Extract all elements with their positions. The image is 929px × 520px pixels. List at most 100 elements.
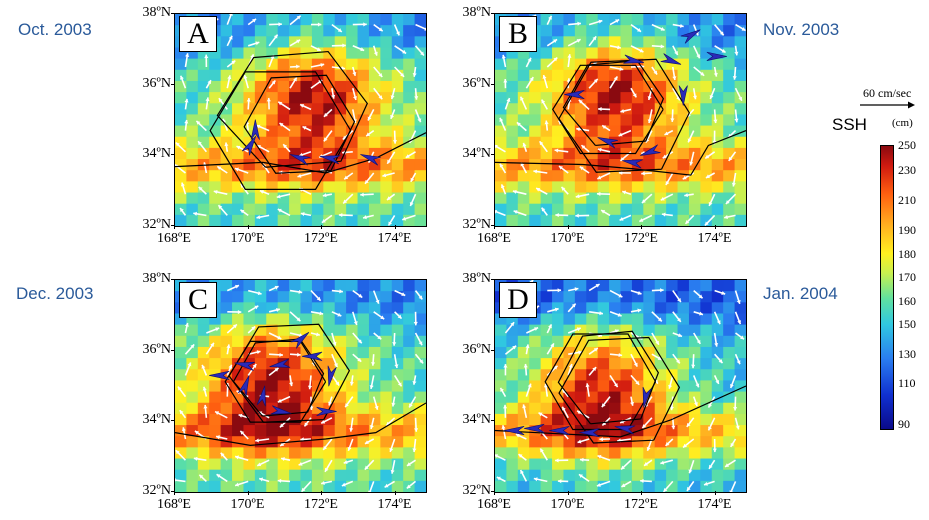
current-vector bbox=[331, 353, 338, 368]
ssh-cell bbox=[311, 25, 324, 37]
ssh-cell bbox=[620, 103, 633, 116]
ssh-cell bbox=[311, 214, 324, 226]
drifter-direction-arrow bbox=[680, 29, 701, 44]
current-vector bbox=[692, 45, 701, 59]
current-vector bbox=[364, 438, 375, 445]
ssh-cell bbox=[346, 36, 359, 49]
ssh-cell bbox=[586, 402, 599, 415]
current-vector bbox=[561, 406, 569, 419]
ssh-cell bbox=[529, 335, 542, 348]
ssh-cell bbox=[711, 358, 724, 370]
current-vector bbox=[331, 289, 343, 294]
ssh-cell bbox=[631, 335, 644, 348]
ssh-cell bbox=[563, 203, 576, 216]
longitude-tick bbox=[714, 225, 716, 229]
ssh-cell bbox=[220, 192, 233, 205]
ssh-cell bbox=[688, 192, 701, 205]
ssh-cell bbox=[414, 147, 426, 160]
ssh-cell bbox=[517, 413, 530, 426]
current-vector bbox=[177, 386, 187, 398]
ssh-cell bbox=[700, 80, 713, 93]
ssh-cell bbox=[289, 458, 302, 471]
latitude-tick bbox=[491, 224, 495, 226]
ssh-cell bbox=[734, 425, 746, 437]
ssh-cell bbox=[243, 369, 256, 382]
ssh-cell bbox=[677, 480, 690, 492]
ssh-cell bbox=[677, 324, 690, 337]
ssh-cell bbox=[266, 358, 279, 370]
current-vector bbox=[734, 290, 741, 305]
ssh-cell bbox=[175, 335, 188, 348]
ssh-cell bbox=[597, 92, 610, 104]
ssh-cell bbox=[529, 103, 542, 116]
current-vector bbox=[575, 213, 590, 218]
ssh-cell bbox=[540, 147, 553, 160]
ssh-cell bbox=[380, 313, 393, 326]
ssh-cell bbox=[220, 358, 233, 370]
ssh-cell bbox=[654, 170, 667, 182]
ssh-cell bbox=[517, 47, 530, 60]
ssh-cell bbox=[414, 458, 426, 471]
current-vector bbox=[184, 53, 190, 68]
current-vector bbox=[686, 480, 695, 492]
current-vector bbox=[579, 457, 590, 462]
ssh-cell bbox=[254, 469, 267, 482]
current-vector bbox=[277, 101, 291, 111]
ssh-cell bbox=[323, 214, 336, 226]
ssh-cell bbox=[220, 159, 233, 171]
ssh-cell bbox=[700, 192, 713, 205]
current-vector bbox=[714, 289, 726, 295]
ssh-cell bbox=[277, 458, 290, 471]
ssh-cell bbox=[723, 203, 736, 216]
ssh-cell bbox=[517, 447, 530, 460]
ssh-cell bbox=[277, 47, 290, 60]
ssh-cell bbox=[368, 125, 381, 138]
ssh-cell bbox=[186, 181, 199, 194]
current-vector bbox=[597, 172, 611, 180]
ssh-cell bbox=[723, 47, 736, 60]
current-vector bbox=[268, 79, 276, 89]
ssh-cell bbox=[334, 413, 347, 426]
current-vector bbox=[522, 142, 528, 153]
drifter-direction-arrow bbox=[524, 423, 545, 433]
ssh-cell bbox=[243, 458, 256, 471]
ssh-cell bbox=[323, 391, 336, 404]
ssh-cell bbox=[232, 80, 245, 93]
ssh-cell bbox=[586, 458, 599, 471]
ssh-cell bbox=[666, 170, 679, 182]
ssh-cell bbox=[734, 413, 746, 426]
ssh-cell bbox=[700, 335, 713, 348]
ssh-cell bbox=[243, 14, 256, 26]
ssh-cell bbox=[175, 147, 188, 160]
ssh-cell bbox=[232, 92, 245, 104]
ssh-cell bbox=[711, 181, 724, 194]
ssh-cell bbox=[711, 280, 724, 292]
ssh-cell bbox=[552, 458, 565, 471]
ssh-cell bbox=[574, 280, 587, 292]
ssh-cell bbox=[243, 291, 256, 303]
ssh-cell bbox=[677, 458, 690, 471]
ssh-cell bbox=[700, 214, 713, 226]
ssh-cell bbox=[232, 136, 245, 149]
ssh-cell bbox=[495, 469, 508, 482]
current-vector bbox=[555, 458, 569, 463]
ssh-cell bbox=[232, 313, 245, 326]
ssh-cell bbox=[391, 447, 404, 460]
ssh-cell bbox=[197, 92, 210, 104]
ssh-cell bbox=[506, 181, 519, 194]
ssh-cell bbox=[677, 280, 690, 292]
current-vector bbox=[331, 88, 336, 99]
current-vector bbox=[670, 109, 675, 122]
current-vector bbox=[227, 309, 242, 315]
ssh-cell bbox=[266, 391, 279, 404]
current-vector bbox=[558, 165, 569, 174]
ssh-cell bbox=[563, 313, 576, 326]
current-vector bbox=[372, 396, 379, 410]
ssh-cell bbox=[300, 125, 313, 138]
ssh-cell bbox=[346, 203, 359, 216]
ssh-cell bbox=[346, 92, 359, 104]
ssh-cell bbox=[311, 192, 324, 205]
ssh-cell bbox=[540, 324, 553, 337]
ssh-cell bbox=[380, 302, 393, 315]
current-vector bbox=[609, 289, 623, 298]
